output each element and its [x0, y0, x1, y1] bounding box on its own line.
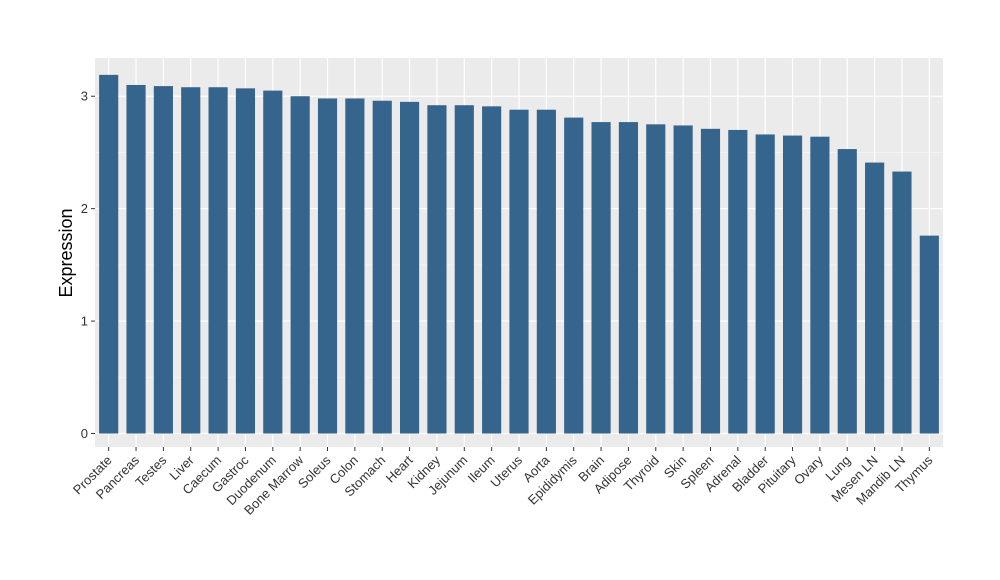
y-tick-label: 3 [81, 89, 88, 104]
bar-pancreas [126, 84, 146, 434]
bar-stomach [372, 100, 392, 434]
bar-jejunum [454, 105, 474, 434]
y-axis-title: Expression [56, 208, 76, 297]
bar-gastroc [235, 88, 256, 434]
bar-prostate [99, 74, 119, 434]
x-tick-label: Ovary [791, 452, 826, 487]
bar-adipose [618, 122, 638, 434]
bar-caecum [208, 87, 228, 434]
bar-lung [837, 149, 857, 434]
bar-duodenum [263, 90, 283, 434]
bar-bone-marrow [290, 96, 310, 434]
bar-adrenal [728, 129, 748, 434]
bar-epididymis [564, 117, 584, 434]
bar-ovary [810, 136, 830, 434]
bar-ileum [482, 106, 502, 434]
bar-heart [400, 101, 420, 434]
bar-brain [591, 122, 611, 434]
bar-mesen-ln [865, 162, 885, 434]
y-tick-label: 0 [81, 426, 88, 441]
bar-mandib-ln [892, 171, 912, 434]
bar-liver [181, 87, 201, 434]
bar-skin [673, 125, 693, 434]
bar-soleus [317, 98, 338, 434]
bar-pituitary [782, 135, 803, 434]
y-axis: 0 1 2 3 [81, 89, 95, 441]
bar-thymus [919, 235, 939, 434]
bar-thyroid [646, 124, 666, 434]
bar-testes [153, 86, 173, 434]
x-tick-label: Uterus [487, 452, 525, 490]
bar-colon [345, 98, 365, 434]
x-axis: ProstatePancreasTestesLiverCaecumGastroc… [70, 447, 936, 518]
bar-kidney [427, 105, 447, 434]
bar-uterus [509, 109, 529, 434]
y-tick-label: 1 [81, 314, 88, 329]
bar-bladder [755, 134, 775, 434]
x-tick-label: Testes [132, 452, 170, 490]
bar-spleen [700, 128, 721, 434]
bar-aorta [536, 109, 556, 434]
bars [99, 74, 939, 434]
y-tick-label: 2 [81, 201, 88, 216]
